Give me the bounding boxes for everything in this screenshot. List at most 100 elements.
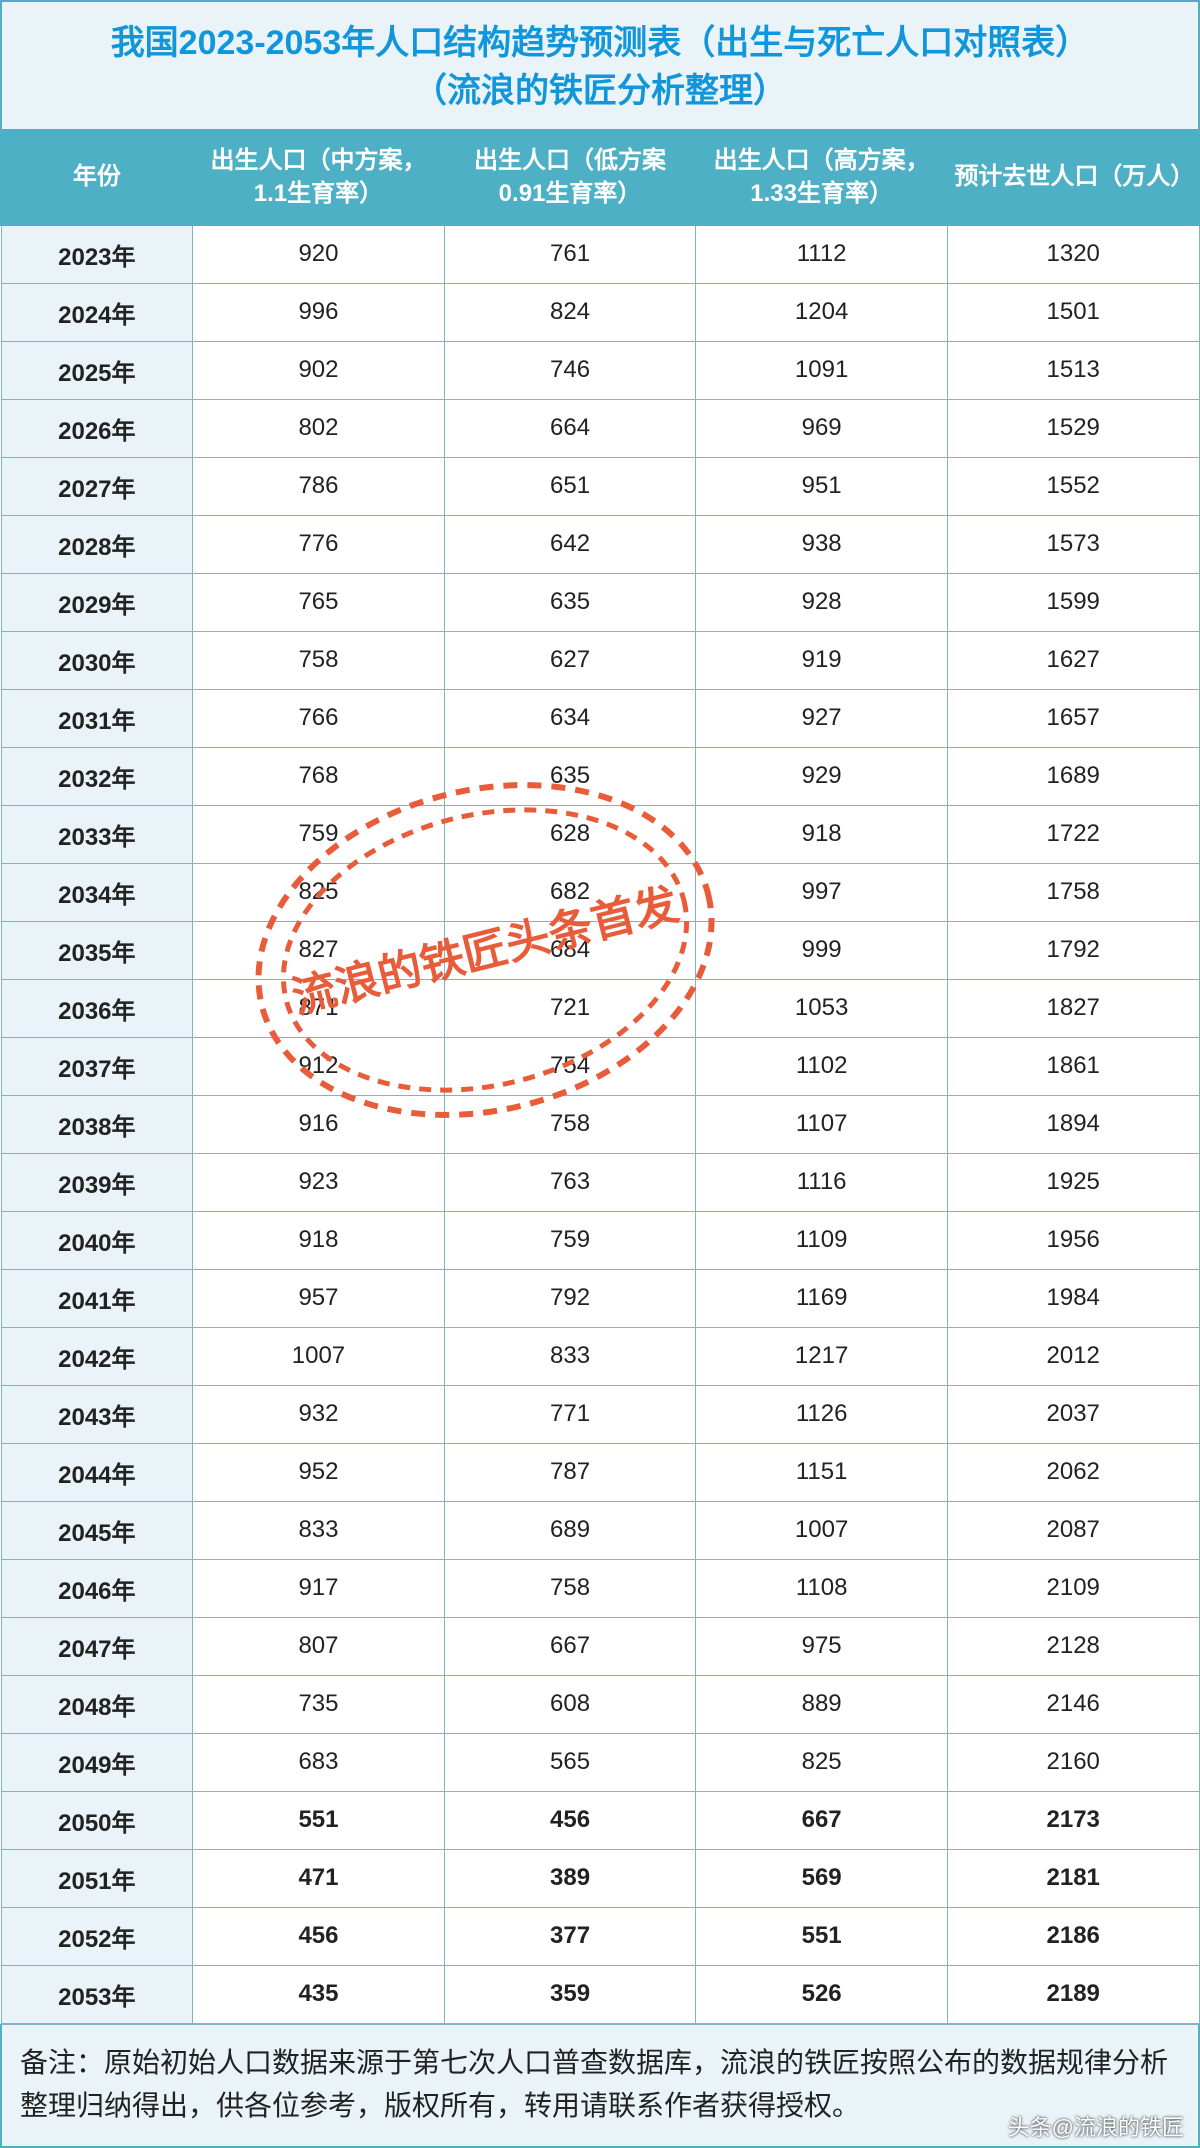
cell-low: 824 — [444, 283, 696, 341]
cell-high: 1053 — [696, 979, 948, 1037]
cell-mid: 871 — [193, 979, 445, 1037]
cell-high: 918 — [696, 805, 948, 863]
cell-death: 2173 — [947, 1791, 1199, 1849]
cell-mid: 456 — [193, 1907, 445, 1965]
col-year: 年份 — [1, 130, 193, 225]
table-row: 2025年90274610911513 — [1, 341, 1199, 399]
cell-year: 2047年 — [1, 1617, 193, 1675]
cell-year: 2041年 — [1, 1269, 193, 1327]
cell-mid: 916 — [193, 1095, 445, 1153]
col-mid: 出生人口（中方案，1.1生育率） — [193, 130, 445, 225]
cell-mid: 902 — [193, 341, 445, 399]
cell-high: 928 — [696, 573, 948, 631]
cell-high: 825 — [696, 1733, 948, 1791]
cell-year: 2040年 — [1, 1211, 193, 1269]
cell-low: 642 — [444, 515, 696, 573]
cell-mid: 833 — [193, 1501, 445, 1559]
cell-death: 1501 — [947, 283, 1199, 341]
cell-high: 999 — [696, 921, 948, 979]
cell-mid: 683 — [193, 1733, 445, 1791]
cell-high: 969 — [696, 399, 948, 457]
cell-high: 551 — [696, 1907, 948, 1965]
table-row: 2052年4563775512186 — [1, 1907, 1199, 1965]
cell-mid: 776 — [193, 515, 445, 573]
cell-year: 2027年 — [1, 457, 193, 515]
table-row: 2031年7666349271657 — [1, 689, 1199, 747]
cell-mid: 551 — [193, 1791, 445, 1849]
cell-death: 2087 — [947, 1501, 1199, 1559]
cell-high: 569 — [696, 1849, 948, 1907]
cell-death: 1758 — [947, 863, 1199, 921]
cell-mid: 765 — [193, 573, 445, 631]
cell-death: 1722 — [947, 805, 1199, 863]
cell-mid: 735 — [193, 1675, 445, 1733]
cell-high: 1091 — [696, 341, 948, 399]
cell-low: 651 — [444, 457, 696, 515]
cell-death: 2062 — [947, 1443, 1199, 1501]
cell-death: 2109 — [947, 1559, 1199, 1617]
table-row: 2048年7356088892146 — [1, 1675, 1199, 1733]
cell-low: 758 — [444, 1559, 696, 1617]
cell-year: 2042年 — [1, 1327, 193, 1385]
cell-low: 456 — [444, 1791, 696, 1849]
cell-low: 761 — [444, 225, 696, 284]
cell-year: 2028年 — [1, 515, 193, 573]
table-row: 2026年8026649691529 — [1, 399, 1199, 457]
cell-year: 2051年 — [1, 1849, 193, 1907]
table-row: 2023年92076111121320 — [1, 225, 1199, 284]
cell-high: 1108 — [696, 1559, 948, 1617]
population-table: 年份 出生人口（中方案，1.1生育率） 出生人口（低方案0.91生育率） 出生人… — [0, 129, 1200, 2024]
cell-mid: 759 — [193, 805, 445, 863]
cell-low: 667 — [444, 1617, 696, 1675]
cell-year: 2045年 — [1, 1501, 193, 1559]
cell-low: 565 — [444, 1733, 696, 1791]
cell-mid: 1007 — [193, 1327, 445, 1385]
cell-death: 2181 — [947, 1849, 1199, 1907]
cell-death: 1627 — [947, 631, 1199, 689]
table-row: 2046年91775811082109 — [1, 1559, 1199, 1617]
cell-death: 2189 — [947, 1965, 1199, 2023]
cell-mid: 827 — [193, 921, 445, 979]
cell-mid: 807 — [193, 1617, 445, 1675]
title-block: 我国2023-2053年人口结构趋势预测表（出生与死亡人口对照表） （流浪的铁匠… — [0, 0, 1200, 129]
cell-high: 1007 — [696, 1501, 948, 1559]
cell-mid: 825 — [193, 863, 445, 921]
cell-year: 2050年 — [1, 1791, 193, 1849]
cell-high: 889 — [696, 1675, 948, 1733]
cell-death: 1894 — [947, 1095, 1199, 1153]
table-row: 2045年83368910072087 — [1, 1501, 1199, 1559]
cell-year: 2052年 — [1, 1907, 193, 1965]
cell-death: 1925 — [947, 1153, 1199, 1211]
cell-high: 997 — [696, 863, 948, 921]
cell-mid: 917 — [193, 1559, 445, 1617]
cell-low: 758 — [444, 1095, 696, 1153]
table-row: 2024年99682412041501 — [1, 283, 1199, 341]
cell-mid: 923 — [193, 1153, 445, 1211]
cell-low: 377 — [444, 1907, 696, 1965]
cell-mid: 768 — [193, 747, 445, 805]
cell-death: 2037 — [947, 1385, 1199, 1443]
table-row: 2053年4353595262189 — [1, 1965, 1199, 2023]
cell-high: 1112 — [696, 225, 948, 284]
table-row: 2028年7766429381573 — [1, 515, 1199, 573]
cell-high: 526 — [696, 1965, 948, 2023]
col-low: 出生人口（低方案0.91生育率） — [444, 130, 696, 225]
cell-low: 627 — [444, 631, 696, 689]
cell-low: 759 — [444, 1211, 696, 1269]
cell-high: 1217 — [696, 1327, 948, 1385]
cell-low: 664 — [444, 399, 696, 457]
table-row: 2027年7866519511552 — [1, 457, 1199, 515]
cell-high: 1116 — [696, 1153, 948, 1211]
cell-year: 2034年 — [1, 863, 193, 921]
cell-low: 754 — [444, 1037, 696, 1095]
cell-high: 1151 — [696, 1443, 948, 1501]
table-body: 2023年920761111213202024年9968241204150120… — [1, 225, 1199, 2024]
cell-year: 2029年 — [1, 573, 193, 631]
cell-year: 2039年 — [1, 1153, 193, 1211]
cell-year: 2031年 — [1, 689, 193, 747]
col-death: 预计去世人口（万人） — [947, 130, 1199, 225]
cell-year: 2049年 — [1, 1733, 193, 1791]
table-row: 2040年91875911091956 — [1, 1211, 1199, 1269]
table-row: 2043年93277111262037 — [1, 1385, 1199, 1443]
cell-mid: 920 — [193, 225, 445, 284]
